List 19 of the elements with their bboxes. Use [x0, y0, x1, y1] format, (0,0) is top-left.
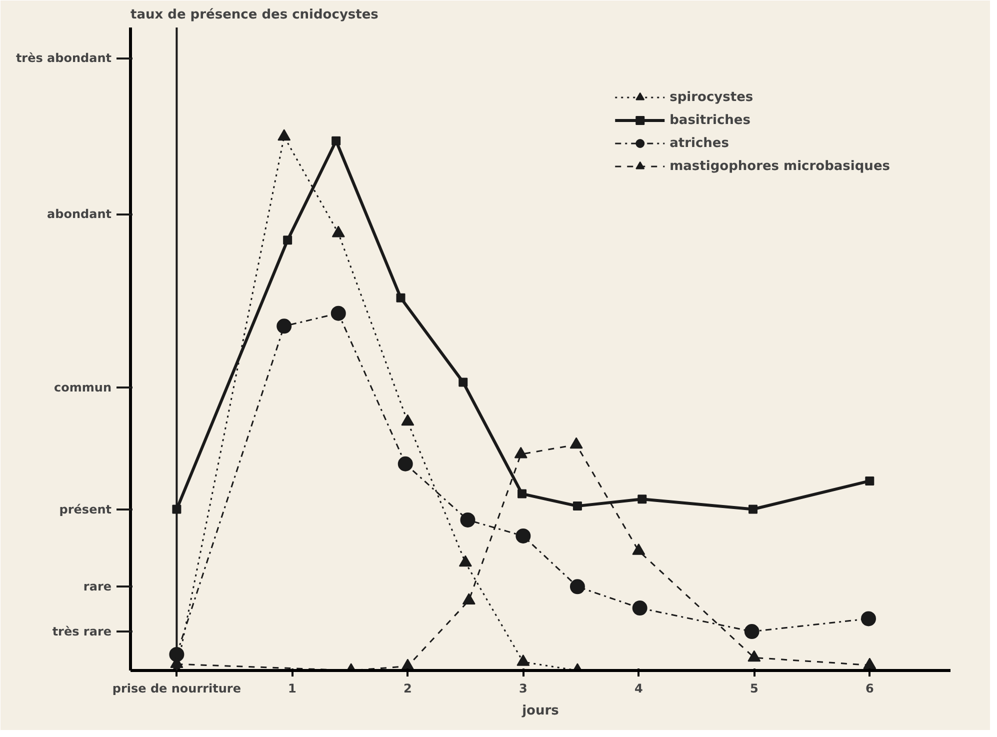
x-tick-label: 3 — [519, 682, 528, 696]
ref-line-label: rare — [83, 580, 112, 594]
x-tick-label: prise de nourriture — [112, 682, 242, 696]
legend-label: spirocystes — [670, 90, 754, 104]
legend-label: basitriches — [670, 112, 750, 128]
legend-label: mastigophores microbasiques — [670, 158, 890, 174]
x-tick-label: 6 — [865, 682, 874, 696]
legend-label: atriches — [670, 136, 729, 150]
ref-line-label: très abondant — [16, 51, 112, 66]
x-tick-label: 5 — [750, 682, 758, 696]
text: taux de présence des cnidocystes — [130, 8, 379, 22]
ref-line-label: commun — [54, 380, 112, 395]
x-tick-label: 1 — [288, 682, 296, 696]
x-axis-title: jours — [521, 704, 560, 718]
ref-line-label: très rare — [52, 624, 112, 639]
ref-line-label: présent — [59, 502, 112, 516]
x-tick-label: 4 — [634, 682, 643, 696]
ref-line-label: abondant — [47, 207, 112, 222]
x-tick-label: 2 — [404, 682, 412, 696]
